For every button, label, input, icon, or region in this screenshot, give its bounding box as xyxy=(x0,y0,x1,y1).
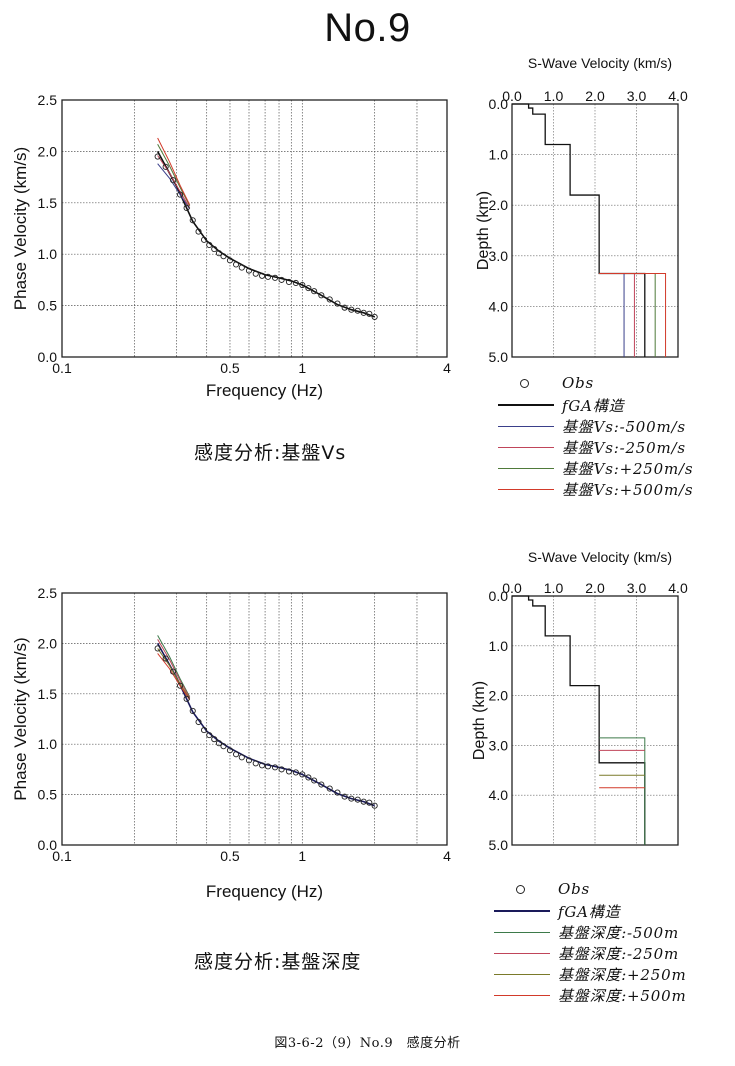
legend-label: 基盤深度:-250m xyxy=(558,945,679,963)
legend-label: 基盤Vs:+500m/s xyxy=(562,481,694,499)
obs-point xyxy=(206,241,213,248)
y-tick-label: 2.0 xyxy=(38,143,58,159)
legend-label: 基盤Vs:+250m/s xyxy=(562,460,694,478)
x-tick-label: 0.1 xyxy=(52,360,72,376)
legend-label: Obs xyxy=(562,374,594,392)
series-line-5 xyxy=(157,137,191,206)
chart-caption-1: 感度分析:基盤Vs xyxy=(194,442,347,464)
legend-label: 基盤深度:-500m xyxy=(558,924,679,942)
obs-point xyxy=(341,304,348,311)
legend-swatch xyxy=(494,953,550,954)
obs-point xyxy=(334,300,341,307)
legend-marker-circle xyxy=(516,885,525,894)
page-title: No.9 xyxy=(324,6,411,50)
obs-point xyxy=(311,288,318,295)
obs-point xyxy=(366,310,373,317)
obs-point xyxy=(354,307,361,314)
obs-point xyxy=(271,274,279,281)
y-axis-label: Phase Velocity (km/s) xyxy=(11,147,30,310)
obs-point xyxy=(170,177,177,184)
obs-point xyxy=(292,279,299,287)
y-tick-label: 0.0 xyxy=(38,349,58,365)
legend-label: 基盤深度:+250m xyxy=(558,966,687,984)
obs-point xyxy=(195,228,202,235)
legend-swatch xyxy=(494,974,550,975)
legend-swatch xyxy=(494,932,550,933)
y-tick-label: 0.5 xyxy=(38,298,58,314)
y-tick-label: 1.0 xyxy=(38,246,58,262)
obs-point xyxy=(177,191,184,198)
obs-point xyxy=(348,306,355,313)
legend-marker-circle xyxy=(520,379,529,388)
x-tick-label: 0.5 xyxy=(220,360,240,376)
obs-point xyxy=(215,250,223,257)
obs-point xyxy=(154,153,161,160)
legend-label: fGA構造 xyxy=(562,397,625,415)
obs-point xyxy=(238,264,245,271)
obs-point xyxy=(211,246,218,253)
obs-point xyxy=(259,272,266,279)
obs-point xyxy=(245,267,253,274)
series-line-2 xyxy=(157,163,191,210)
legend-swatch xyxy=(494,910,550,912)
obs-point xyxy=(360,309,367,316)
plot-frame xyxy=(61,99,448,358)
obs-point xyxy=(200,236,208,243)
obs-point xyxy=(220,253,227,260)
figure-caption: 図3-6-2（9）No.9 感度分析 xyxy=(274,1036,461,1051)
legend-swatch xyxy=(498,426,554,427)
obs-point xyxy=(162,163,169,170)
x-tick-label: 1 xyxy=(298,360,306,376)
legend-swatch xyxy=(498,447,554,448)
obs-point xyxy=(252,270,259,277)
legend-swatch xyxy=(498,404,554,406)
grid-lines xyxy=(62,100,447,357)
y-tick-label: 1.5 xyxy=(38,195,58,211)
obs-point xyxy=(371,313,378,320)
legend-label: 基盤Vs:-250m/s xyxy=(562,439,686,457)
obs-point xyxy=(264,273,272,280)
series-line-4 xyxy=(157,143,191,207)
obs-point xyxy=(183,204,190,211)
legend-swatch xyxy=(494,995,550,996)
obs-point xyxy=(305,285,312,292)
obs-point xyxy=(226,257,234,264)
obs-point xyxy=(318,292,325,299)
legend-label: fGA構造 xyxy=(558,903,621,921)
legend-swatch xyxy=(498,468,554,469)
x-tick-label: 4 xyxy=(443,360,451,376)
obs-point xyxy=(299,281,306,289)
chart-caption-2: 感度分析:基盤深度 xyxy=(194,951,362,973)
legend-label: Obs xyxy=(558,880,590,898)
legend-swatch xyxy=(498,489,554,490)
obs-point xyxy=(278,276,285,283)
obs-point xyxy=(233,261,240,268)
x-axis-label: Frequency (Hz) xyxy=(206,381,323,400)
legend-label: 基盤深度:+500m xyxy=(558,987,687,1005)
obs-point xyxy=(326,296,333,303)
obs-point xyxy=(285,278,293,286)
y-tick-label: 2.5 xyxy=(38,92,58,108)
legend-label: 基盤Vs:-500m/s xyxy=(562,418,686,436)
obs-point xyxy=(189,217,196,224)
series-line-1 xyxy=(156,151,375,318)
